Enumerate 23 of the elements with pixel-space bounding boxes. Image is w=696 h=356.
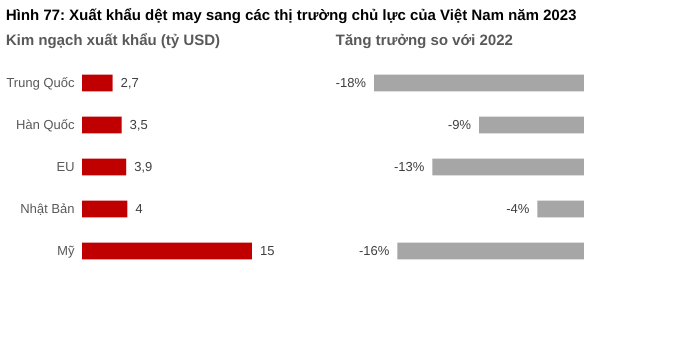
data-label: 4	[135, 201, 143, 216]
data-label: -4%	[506, 201, 530, 216]
category-label: Nhật Bản	[20, 201, 74, 216]
data-label: -18%	[336, 75, 366, 90]
data-label: 3,9	[134, 159, 152, 174]
data-label: -9%	[448, 117, 472, 132]
data-label: 15	[260, 243, 274, 258]
bar	[82, 116, 122, 134]
category-label: EU	[56, 159, 74, 174]
bar	[82, 200, 128, 218]
bar	[82, 242, 252, 260]
category-label: Trung Quốc	[6, 75, 74, 90]
category-label: Hàn Quốc	[16, 117, 74, 132]
bar	[82, 74, 113, 92]
text: Hình 77: Xuất khẩu dệt may sang các thị trường chủ lực của Việt Nam năm 2023	[6, 7, 576, 24]
data-label: 2,7	[120, 75, 139, 90]
data-label: -16%	[358, 243, 390, 258]
category-label: Mỹ	[57, 243, 74, 258]
bar	[82, 158, 126, 176]
data-label: 3,5	[130, 117, 148, 132]
chart-title: Tăng trưởng so với 2022	[336, 32, 513, 49]
chart-subtitle: Kim ngạch xuất khẩu (tỷ USD)	[6, 32, 220, 49]
data-label: -13%	[394, 159, 425, 174]
